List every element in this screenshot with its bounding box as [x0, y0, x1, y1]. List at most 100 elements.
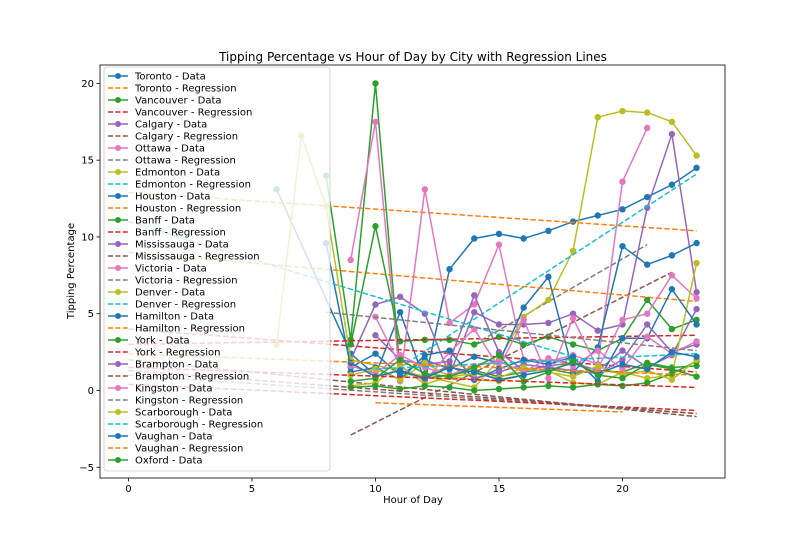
edmonton-data-point	[693, 152, 700, 159]
victoria-data-point	[520, 316, 527, 324]
legend-label: Toronto - Regression	[134, 84, 237, 95]
vaughan-data-point	[471, 368, 478, 376]
york-data-point	[471, 387, 478, 394]
houston-data-point	[693, 239, 700, 247]
legend-marker	[115, 385, 121, 391]
edmonton-data-point	[569, 247, 577, 254]
calgary-data-point	[495, 321, 503, 328]
calgary-regression-line	[350, 271, 673, 436]
ottawa-data-point	[421, 186, 429, 193]
banff-data-point	[569, 341, 577, 348]
scarborough-data-point	[396, 376, 404, 383]
oxford-data-point	[495, 351, 503, 359]
edmonton-data-point	[594, 114, 601, 121]
calgary-data-point	[594, 327, 601, 334]
york-data-point	[643, 379, 651, 387]
legend-marker	[115, 313, 121, 319]
toronto-data-point	[594, 212, 601, 219]
brampton-data-line	[424, 323, 697, 379]
calgary-data-point	[372, 301, 379, 308]
vaughan-data-point	[495, 376, 503, 383]
legend-label: Houston - Data	[135, 192, 210, 203]
brampton-data-point	[495, 368, 503, 376]
calgary-data-point	[668, 130, 676, 138]
y-tick-label: 20	[81, 79, 94, 90]
legend-label: York - Data	[134, 336, 190, 347]
legend-label: Vaughan - Data	[135, 432, 213, 443]
kingston-data-point	[594, 347, 601, 354]
legend-marker	[115, 409, 121, 415]
york-data-point	[569, 384, 577, 391]
ottawa-data-point	[471, 301, 478, 308]
denver-data-point	[643, 375, 651, 382]
legend-label: Ottawa - Data	[135, 144, 205, 155]
banff-data-point	[347, 341, 354, 348]
x-tick-label: 15	[493, 484, 506, 495]
banff-data-point	[396, 338, 404, 345]
toronto-data-point	[619, 206, 626, 213]
york-data-point	[421, 382, 429, 390]
mississauga-data-point	[446, 358, 453, 365]
x-tick-label: 0	[125, 484, 131, 495]
mississauga-data-point	[693, 305, 700, 313]
hamilton-data-point	[668, 285, 676, 293]
legend-label: Hamilton - Regression	[135, 324, 245, 335]
edmonton-regression-line	[399, 173, 698, 369]
legend-marker	[115, 457, 121, 463]
denver-data-point	[693, 259, 700, 267]
mississauga-data-point	[471, 292, 478, 299]
legend-label: Kingston - Regression	[135, 396, 243, 407]
victoria-data-point	[619, 316, 626, 324]
york-data-point	[619, 382, 626, 390]
calgary-data-point	[396, 293, 404, 301]
oxford-data-point	[545, 368, 552, 376]
ottawa-data-point	[372, 118, 379, 126]
legend-label: Toronto - Data	[134, 72, 206, 83]
edmonton-data-point	[668, 118, 676, 126]
scarborough-data-point	[594, 362, 601, 370]
mississauga-data-line	[374, 293, 698, 372]
banff-data-point	[471, 341, 478, 348]
legend-label: Banff - Regression	[135, 228, 226, 239]
york-data-point	[668, 370, 676, 377]
ottawa-data-point	[495, 241, 503, 248]
legend-label: Ottawa - Regression	[135, 156, 236, 167]
toronto-data-point	[446, 265, 453, 273]
legend-marker	[115, 289, 121, 295]
houston-data-point	[545, 273, 552, 281]
y-tick-label: 0	[88, 386, 94, 397]
legend-marker	[115, 193, 121, 199]
legend-label: Denver - Data	[135, 288, 205, 299]
banff-data-point	[643, 296, 651, 304]
kingston-data-point	[693, 338, 700, 345]
legend-marker	[115, 73, 121, 79]
axes-frame	[99, 64, 726, 479]
y-tick-label: −5	[79, 463, 94, 474]
legend-label: Houston - Regression	[135, 204, 241, 215]
legend-label: Calgary - Data	[135, 120, 207, 131]
victoria-data-point	[545, 375, 552, 382]
hamilton-data-point	[693, 321, 700, 328]
houston-data-point	[471, 353, 478, 360]
y-tick-label: 10	[81, 232, 94, 243]
x-axis-label: Hour of Day	[383, 495, 443, 506]
vaughan-data-point	[619, 361, 626, 368]
legend-box	[103, 66, 331, 472]
scarborough-regression-line	[375, 352, 697, 370]
hamilton-data-point	[619, 335, 626, 342]
legend-label: Calgary - Regression	[135, 132, 238, 143]
legend-marker	[115, 241, 121, 247]
legend-label: Brampton - Regression	[135, 372, 249, 383]
brampton-data-point	[643, 321, 651, 328]
legend-label: Vancouver - Regression	[135, 108, 252, 119]
oxford-data-point	[569, 358, 577, 365]
houston-data-point	[520, 304, 527, 311]
scarborough-data-point	[668, 376, 676, 383]
legend-label: Hamilton - Data	[135, 312, 214, 323]
toronto-data-point	[545, 227, 552, 235]
vaughan-data-point	[643, 365, 651, 373]
oxford-data-point	[347, 378, 354, 385]
legend-marker	[115, 337, 121, 343]
